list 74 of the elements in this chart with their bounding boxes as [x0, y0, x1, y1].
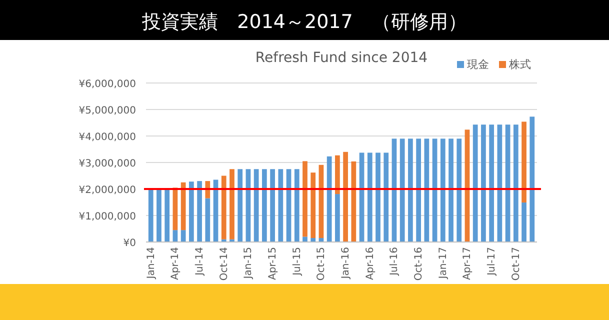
bar [326, 156, 332, 242]
bar [164, 189, 170, 242]
bar [408, 138, 413, 242]
bar [335, 194, 340, 242]
bar [472, 124, 478, 242]
x-tick-label: Jul-16 [389, 247, 400, 276]
bar [424, 138, 430, 242]
legend-label: 現金 [467, 58, 489, 71]
bar [513, 124, 518, 242]
chart-title: 投資実績 2014～2017 （研修用） [141, 11, 467, 33]
bar [530, 116, 535, 242]
bar [400, 138, 405, 242]
x-tick-label: Apr-16 [364, 247, 376, 280]
x-tick-label: Jul-15 [292, 247, 303, 276]
bar [497, 124, 502, 242]
x-tick-label: Apr-14 [170, 247, 182, 280]
bar [254, 169, 259, 242]
bar [188, 182, 194, 242]
x-tick-label: Jan-15 [243, 247, 254, 280]
bar [376, 152, 380, 242]
chart-subtitle: Refresh Fund since 2014 [255, 50, 428, 66]
bar [384, 152, 389, 242]
y-tick-label: ¥2,000,000 [78, 185, 136, 196]
bar [294, 169, 300, 242]
bar [432, 138, 438, 242]
x-tick-label: Jan-14 [146, 247, 157, 280]
x-tick-label: Jan-17 [438, 247, 449, 280]
bar [448, 138, 454, 242]
bar [343, 152, 348, 242]
bar [221, 176, 226, 240]
y-tick-label: ¥5,000,000 [78, 106, 136, 116]
bar [351, 161, 356, 242]
x-tick-label: Oct-16 [414, 247, 425, 281]
x-tick-label: Jul-14 [194, 247, 206, 276]
bar [481, 124, 486, 242]
bar [148, 189, 154, 242]
bar [278, 169, 284, 242]
x-tick-label: Apr-15 [268, 247, 279, 280]
y-tick-label: ¥1,000,000 [78, 212, 136, 222]
x-tick-label: Oct-14 [218, 247, 230, 281]
bar [262, 169, 267, 242]
bar [522, 202, 526, 242]
bar [230, 169, 234, 240]
legend-label: 株式 [508, 58, 531, 71]
bar [335, 155, 340, 194]
bar [205, 198, 210, 242]
bar [197, 181, 202, 242]
bar [310, 172, 316, 238]
bar [464, 130, 470, 242]
bar [416, 138, 421, 242]
y-tick-label: ¥4,000,000 [78, 132, 136, 143]
bar [238, 169, 243, 242]
bar [440, 138, 446, 242]
bar [522, 122, 526, 203]
bar [270, 169, 275, 242]
bar [310, 238, 316, 242]
bar [392, 138, 397, 242]
y-tick-label: ¥3,000,000 [78, 158, 136, 170]
bar [367, 152, 372, 242]
bar [456, 138, 462, 242]
bar [318, 164, 324, 238]
x-tick-label: Jul-17 [486, 247, 498, 276]
x-tick-label: Apr-17 [462, 247, 474, 280]
x-tick-label: Oct-17 [510, 247, 522, 281]
bar [156, 189, 162, 242]
bar [302, 161, 308, 237]
x-tick-label: Jan-16 [340, 247, 352, 280]
bar [359, 152, 364, 242]
bar [302, 236, 308, 242]
y-tick-label: ¥6,000,000 [78, 79, 136, 90]
bar [505, 124, 510, 242]
x-tick-label: Oct-15 [316, 247, 328, 281]
bar [489, 124, 494, 242]
y-tick-label: ¥0 [123, 238, 136, 249]
